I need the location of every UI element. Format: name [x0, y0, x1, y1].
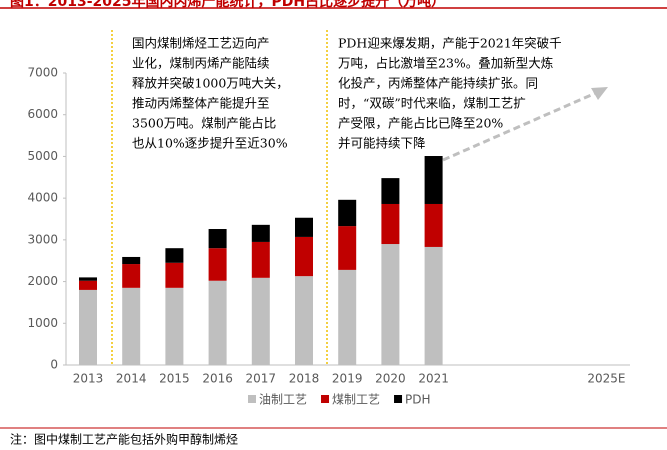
bar-segment: [424, 156, 443, 204]
bar-segment: [165, 287, 184, 365]
x-tick-label: 2015: [159, 372, 190, 386]
y-tick-label: 6000: [27, 107, 58, 121]
bar-segment: [338, 199, 357, 227]
bar-segment: [122, 287, 141, 365]
annotation-line: 也从10%逐步提升至近30%: [132, 136, 288, 151]
trend-arrowhead: [591, 87, 608, 100]
annotation-line: 化投产，丙烯整体产能持续扩张。同: [338, 76, 538, 91]
annotation-line: 推动丙烯整体产能提升至: [132, 96, 270, 111]
note: 注：图中煤制工艺产能包括外购甲醇制烯烃: [10, 432, 238, 447]
x-tick-label: 2021: [418, 372, 449, 386]
legend-label: PDH: [405, 393, 431, 407]
bar-segment: [295, 236, 313, 277]
trend-arrow: [442, 90, 599, 162]
y-tick-label: 3000: [27, 232, 58, 246]
legend-swatch: [248, 395, 256, 403]
bar-segment: [381, 178, 400, 204]
x-tick-label: 2018: [289, 372, 320, 386]
legend-swatch: [321, 395, 330, 403]
annotation-line: 时，“双碳”时代来临，煤制工艺扩: [338, 96, 526, 111]
legend-swatch: [394, 395, 403, 403]
y-tick-label: 7000: [27, 66, 58, 80]
y-tick-label: 5000: [27, 149, 58, 163]
x-tick-label: 2017: [246, 372, 277, 386]
annotation-line: 万吨，占比激增至23%。叠加新型大炼: [338, 56, 553, 71]
legend-label: 油制工艺: [259, 393, 307, 407]
annotation-line: 产受限，产能占比已降至20%: [338, 116, 503, 131]
x-tick-label: 2016: [202, 372, 233, 386]
annotation-line: 业化，煤制丙烯产能陆续: [132, 56, 270, 71]
y-tick-label: 0: [50, 358, 58, 372]
bar-segment: [295, 276, 313, 365]
bar-segment: [208, 280, 227, 365]
bar-segment: [165, 248, 184, 263]
bar-segment: [424, 246, 443, 365]
annotation-line: 3500万吨。煤制产能占比: [132, 116, 276, 131]
y-tick-label: 4000: [27, 191, 58, 205]
bar-segment: [338, 226, 357, 270]
annotation-line: 释放并突破1000万吨大关，: [132, 76, 289, 91]
bar-segment: [338, 269, 357, 365]
x-tick-label: 2014: [116, 372, 147, 386]
bar-segment: [295, 217, 313, 237]
bar-segment: [381, 244, 400, 365]
bar-segment: [208, 248, 227, 281]
bar-segment: [122, 264, 141, 288]
bar-segment: [208, 229, 227, 249]
bar-segment: [79, 289, 97, 365]
bar-segment: [165, 262, 184, 288]
bar-segment: [79, 280, 97, 290]
annotation-line: PDH迎来爆发期，产能于2021年突破千: [338, 36, 562, 51]
bar-segment: [251, 241, 270, 278]
y-tick-label: 1000: [27, 316, 58, 330]
chart-title: 图1：2013-2025年国内丙烯产能统计，PDH占比逐步提升（万吨）: [10, 0, 445, 10]
bar-segment: [122, 256, 141, 265]
legend-label: 煤制工艺: [332, 393, 380, 407]
bar-segment: [79, 277, 97, 281]
bar-segment: [251, 277, 270, 365]
bar-segment: [251, 224, 270, 242]
annotation-line: 并可能持续下降: [338, 136, 426, 151]
x-tick-label: 2025E: [587, 372, 625, 386]
annotation-line: 国内煤制烯烃工艺迈向产: [132, 36, 270, 51]
bar-segment: [424, 203, 443, 247]
x-tick-label: 2020: [375, 372, 406, 386]
y-tick-label: 2000: [27, 274, 58, 288]
bar-segment: [381, 203, 400, 245]
x-tick-label: 2013: [73, 372, 104, 386]
x-tick-label: 2019: [332, 372, 363, 386]
